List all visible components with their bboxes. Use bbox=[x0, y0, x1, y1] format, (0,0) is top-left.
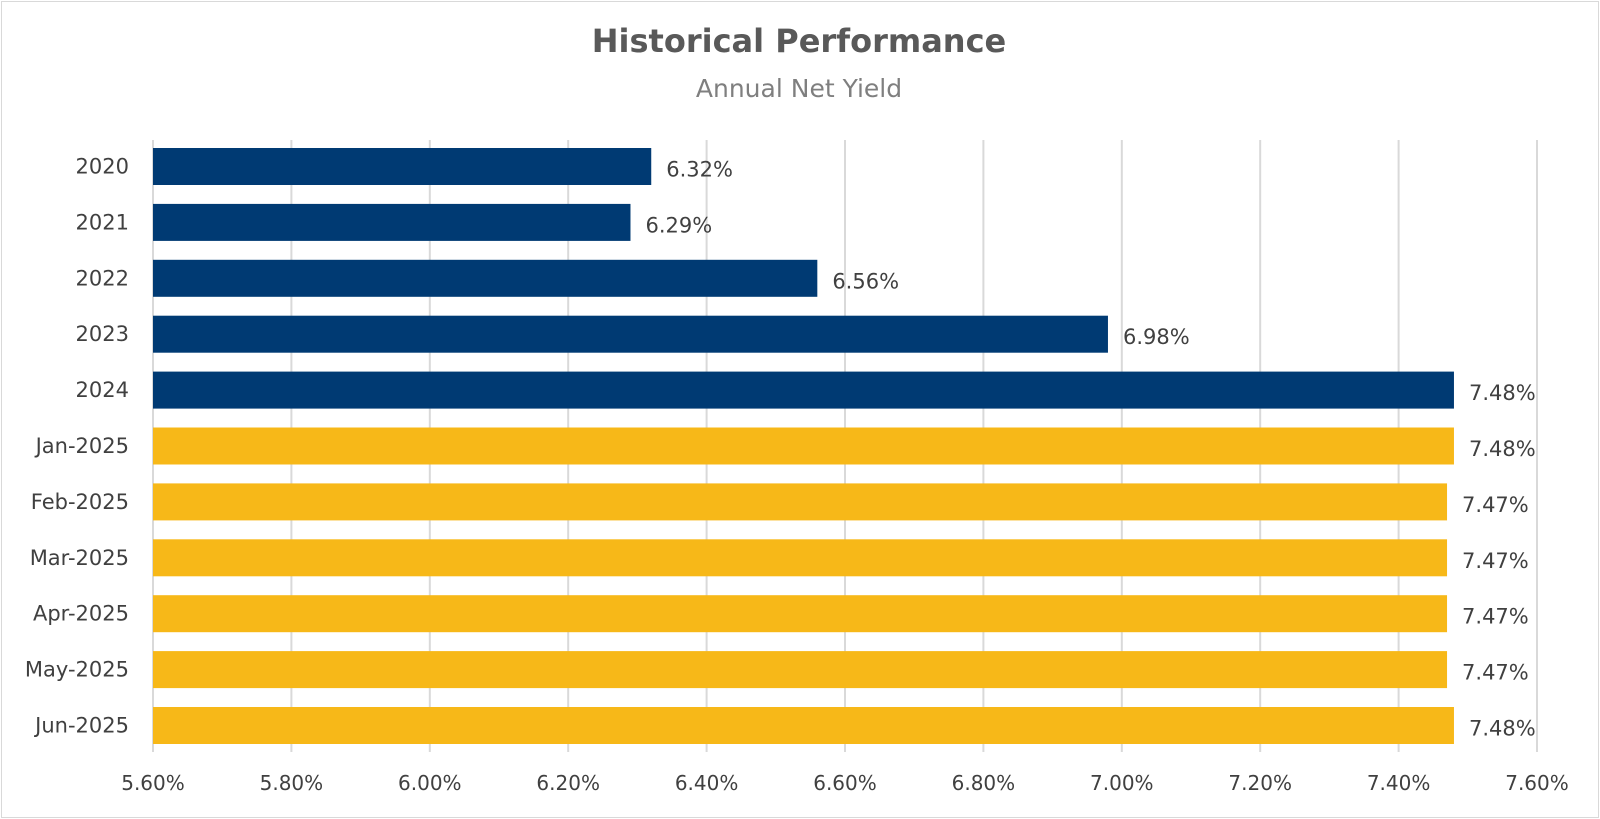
category-label: Jan-2025 bbox=[34, 434, 129, 458]
bars bbox=[153, 148, 1454, 744]
bar bbox=[153, 371, 1454, 409]
category-label: 2021 bbox=[76, 210, 129, 234]
x-tick-label: 6.60% bbox=[813, 771, 877, 795]
category-label: Feb-2025 bbox=[31, 490, 129, 514]
data-label: 7.48% bbox=[1469, 717, 1536, 741]
bar bbox=[153, 259, 818, 297]
bar bbox=[153, 148, 652, 185]
bar bbox=[153, 707, 1454, 744]
x-tick-label: 5.60% bbox=[121, 771, 185, 795]
data-label: 7.47% bbox=[1462, 661, 1529, 685]
data-label: 6.56% bbox=[832, 269, 899, 293]
category-label: 2020 bbox=[76, 155, 129, 179]
x-tick-label: 5.80% bbox=[260, 771, 324, 795]
data-label: 7.47% bbox=[1462, 549, 1529, 573]
data-label: 7.47% bbox=[1462, 605, 1529, 629]
bar bbox=[153, 595, 1448, 633]
data-label: 7.48% bbox=[1469, 381, 1536, 405]
category-label: Jun-2025 bbox=[33, 714, 129, 738]
category-label: Apr-2025 bbox=[33, 602, 129, 626]
x-tick-label: 6.80% bbox=[952, 771, 1016, 795]
x-tick-label: 6.00% bbox=[398, 771, 462, 795]
chart-subtitle: Annual Net Yield bbox=[695, 74, 903, 103]
category-label: 2022 bbox=[76, 266, 129, 290]
category-label: May-2025 bbox=[25, 658, 129, 682]
x-tick-label: 7.20% bbox=[1228, 771, 1292, 795]
bar bbox=[153, 539, 1448, 577]
data-label: 6.32% bbox=[666, 158, 733, 182]
x-tick-label: 7.40% bbox=[1367, 771, 1431, 795]
labels: 5.60% 5.80% 6.00% 6.20% 6.40% 6.60% 6.80% 7.00%… bbox=[25, 155, 1569, 796]
data-label: 7.48% bbox=[1469, 437, 1536, 461]
x-tick-label: 7.00% bbox=[1090, 771, 1154, 795]
data-label: 6.98% bbox=[1123, 325, 1190, 349]
x-tick-label: 6.20% bbox=[536, 771, 600, 795]
category-label: 2023 bbox=[76, 322, 129, 346]
data-label: 6.29% bbox=[645, 213, 712, 237]
bar bbox=[153, 427, 1454, 465]
x-tick-label: 6.40% bbox=[675, 771, 739, 795]
category-label: 2024 bbox=[76, 378, 129, 402]
bar bbox=[153, 483, 1448, 521]
data-label: 7.47% bbox=[1462, 493, 1529, 517]
x-tick-label: 7.60% bbox=[1505, 771, 1569, 795]
bar bbox=[153, 203, 631, 241]
bar bbox=[153, 651, 1448, 689]
chart-title: Historical Performance bbox=[591, 22, 1007, 60]
bar bbox=[153, 315, 1108, 353]
category-label: Mar-2025 bbox=[30, 546, 129, 570]
